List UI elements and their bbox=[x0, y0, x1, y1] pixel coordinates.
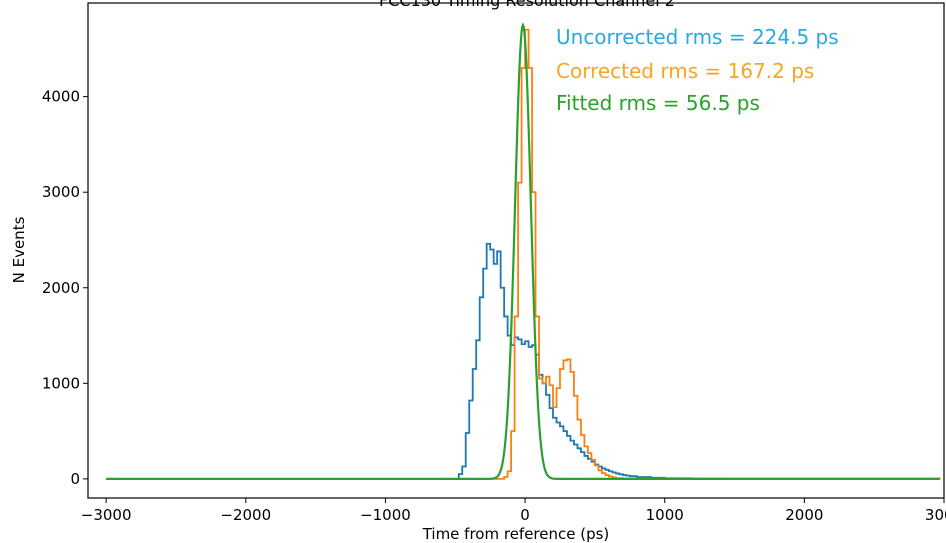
y-axis-label: N Events bbox=[10, 216, 28, 283]
x-tick-label: 2000 bbox=[785, 506, 823, 524]
series-corrected bbox=[106, 28, 941, 480]
y-axis: 0 1000 2000 3000 4000 bbox=[42, 88, 88, 488]
x-axis: −3000 −2000 −1000 0 1000 2000 3000 bbox=[81, 498, 946, 524]
plot-frame bbox=[87, 2, 945, 499]
rms-annotation: Fitted rms = 56.5 ps bbox=[556, 91, 760, 115]
x-tick-label: −2000 bbox=[220, 506, 271, 524]
x-tick-label: −1000 bbox=[360, 506, 411, 524]
series-fitted bbox=[106, 21, 940, 480]
x-tick-label: 0 bbox=[520, 506, 530, 524]
plot-area bbox=[106, 21, 941, 480]
series-uncorrected bbox=[106, 242, 941, 480]
y-tick-label: 0 bbox=[70, 470, 80, 488]
x-tick-label: −3000 bbox=[81, 506, 132, 524]
rms-annotation: Corrected rms = 167.2 ps bbox=[556, 59, 814, 83]
x-tick-label: 3000 bbox=[925, 506, 946, 524]
chart-title: FCC130 Timing Resolution Channel 2 bbox=[379, 0, 675, 10]
x-tick-label: 1000 bbox=[646, 506, 684, 524]
rms-annotations: Uncorrected rms = 224.5 ps Corrected rms … bbox=[556, 25, 839, 115]
y-tick-label: 3000 bbox=[42, 183, 80, 201]
y-tick-label: 2000 bbox=[42, 279, 80, 297]
y-tick-label: 1000 bbox=[42, 374, 80, 392]
rms-annotation: Uncorrected rms = 224.5 ps bbox=[556, 25, 839, 49]
x-axis-label: Time from reference (ps) bbox=[422, 525, 610, 543]
y-tick-label: 4000 bbox=[42, 88, 80, 106]
